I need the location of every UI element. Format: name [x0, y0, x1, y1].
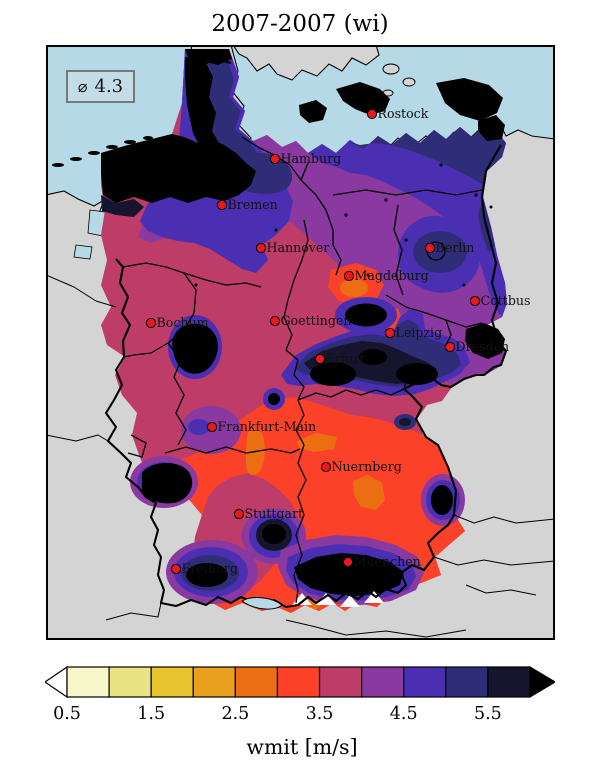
mean-value: 4.3 — [95, 76, 124, 97]
colorbar-cell — [488, 667, 530, 697]
city-marker — [256, 243, 265, 252]
colorbar-cell — [277, 667, 319, 697]
colorbar-tick: 2.5 — [221, 704, 249, 724]
colorbar-cell — [446, 667, 488, 697]
city-label: Goettingen — [281, 313, 352, 328]
colorbar-cell — [193, 667, 235, 697]
colorbar-cells — [45, 667, 555, 697]
city-marker — [344, 271, 353, 280]
city-label: Erfurt — [326, 351, 365, 366]
page-title: 2007-2007 (wi) — [0, 11, 600, 37]
city-label: Magdeburg — [355, 268, 429, 283]
colorbar-extend-arrow — [530, 667, 555, 697]
city-label: Hamburg — [281, 151, 342, 166]
city-marker — [270, 316, 279, 325]
germany-wind-map: Rostock Hamburg Bremen Hannover Berlin Magdeb… — [46, 45, 555, 640]
city-marker — [270, 154, 279, 163]
city-marker — [217, 200, 226, 209]
city-label: Dresden — [456, 339, 510, 354]
colorbar-ticks: 0.5 1.5 2.5 3.5 4.5 5.5 — [53, 704, 502, 724]
colorbar-cell — [235, 667, 277, 697]
colorbar-tick: 1.5 — [137, 704, 165, 724]
city-marker — [343, 557, 352, 566]
city-marker — [445, 342, 454, 351]
city-marker — [171, 564, 180, 573]
city-label: Bremen — [228, 197, 278, 212]
colorbar-label: wmit [m/s] — [246, 735, 357, 759]
city-marker — [146, 318, 155, 327]
city-label: Leipzig — [396, 325, 443, 340]
colorbar-tick: 5.5 — [474, 704, 502, 724]
city-label: Nuernberg — [332, 459, 402, 474]
city-marker — [207, 422, 216, 431]
city-marker — [385, 328, 394, 337]
city-label: Rostock — [378, 106, 429, 121]
figure: 2007-2007 (wi) — [0, 0, 600, 780]
colorbar-cell — [151, 667, 193, 697]
colorbar-tick: 4.5 — [390, 704, 418, 724]
city-label: Hannover — [267, 240, 331, 255]
city-label: Cottbus — [481, 293, 531, 308]
mean-value-badge: ⌀ 4.3 — [66, 70, 135, 103]
city-label: Bochum — [157, 315, 209, 330]
mean-symbol: ⌀ — [78, 77, 88, 96]
city-marker — [234, 509, 243, 518]
city-label: Frankfurt-Main — [218, 419, 317, 434]
colorbar-extend-arrow — [45, 667, 67, 697]
city-label: Freiburg — [182, 561, 239, 576]
city-label: Stuttgart — [245, 506, 304, 521]
colorbar-cell — [67, 667, 109, 697]
colorbar: 0.5 1.5 2.5 3.5 4.5 5.5 wmit [m/s] — [45, 666, 555, 766]
city-marker — [321, 462, 330, 471]
city-label: Muenchen — [354, 554, 421, 569]
colorbar-cell — [109, 667, 151, 697]
colorbar-tick: 3.5 — [306, 704, 334, 724]
colorbar-cell — [362, 667, 404, 697]
map-canvas: Rostock Hamburg Bremen Hannover Berlin Magdeb… — [46, 45, 555, 640]
colorbar-tick: 0.5 — [53, 704, 81, 724]
city-label: Berlin — [436, 240, 475, 255]
city-marker — [470, 296, 479, 305]
colorbar-cell — [404, 667, 446, 697]
city-marker — [315, 354, 324, 363]
city-marker — [425, 243, 434, 252]
colorbar-cell — [320, 667, 362, 697]
city-marker — [367, 109, 376, 118]
